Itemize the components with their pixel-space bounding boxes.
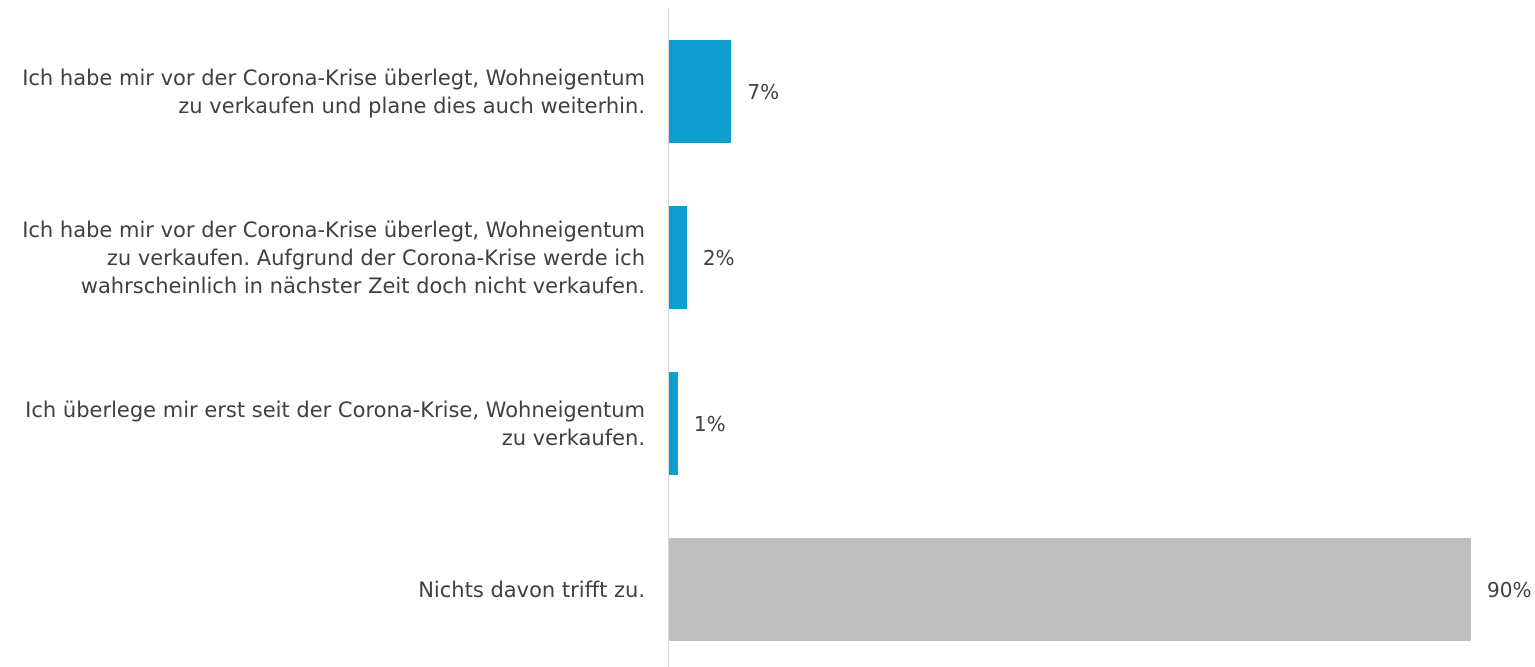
bar <box>669 372 678 475</box>
axis-line <box>668 8 669 667</box>
bar <box>669 40 732 143</box>
category-label: Ich habe mir vor der Corona-Krise überle… <box>22 217 645 298</box>
category-label: Ich habe mir vor der Corona-Krise überle… <box>22 65 645 118</box>
bar <box>669 538 1471 641</box>
value-label: 2% <box>702 245 735 270</box>
category-label: Nichts davon trifft zu. <box>418 577 645 602</box>
bar <box>669 206 687 309</box>
value-label: 90% <box>1487 577 1532 602</box>
value-label: 7% <box>747 79 780 104</box>
category-label: Ich überlege mir erst seit der Corona-Kr… <box>25 397 645 450</box>
value-label: 1% <box>693 411 726 436</box>
